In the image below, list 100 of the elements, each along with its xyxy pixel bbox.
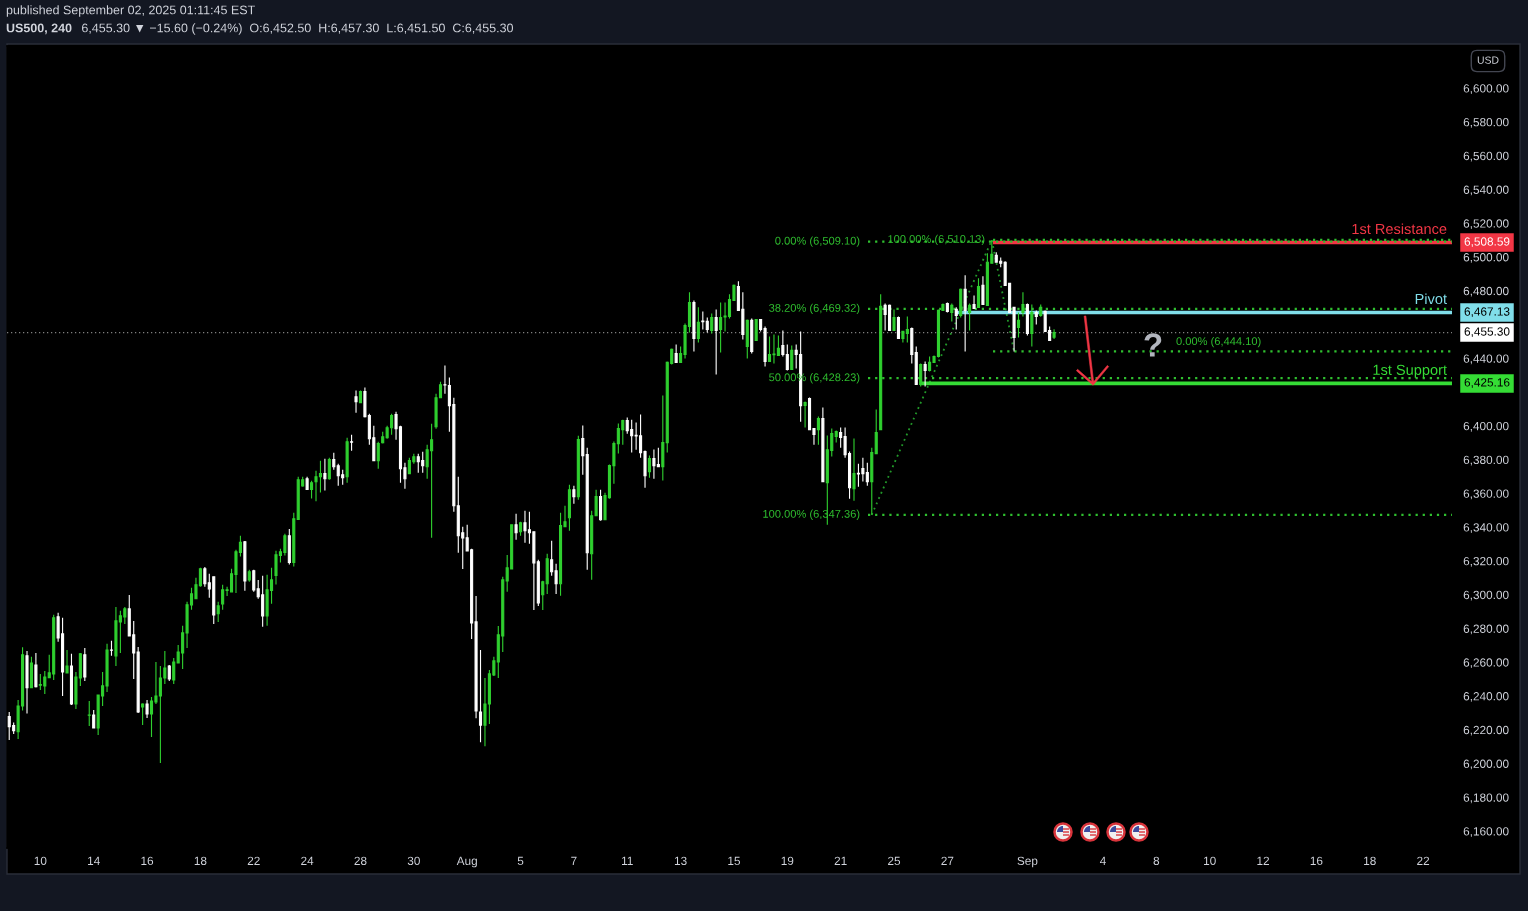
- y-tick-label: 6,360.00: [1463, 489, 1509, 500]
- candlestick: [883, 302, 887, 332]
- x-tick-label: 18: [194, 856, 207, 865]
- x-tick-label: 7: [571, 856, 577, 865]
- candlestick: [874, 408, 878, 455]
- candlestick: [83, 647, 87, 682]
- y-tick-label: 6,340.00: [1463, 523, 1509, 533]
- candlestick: [69, 653, 74, 706]
- candlestick: [754, 318, 758, 342]
- candlestick: [25, 650, 29, 715]
- candlestick: [545, 553, 549, 595]
- candlestick: [358, 390, 363, 404]
- candlestick: [692, 299, 696, 352]
- candlestick: [834, 430, 838, 444]
- y-tick-label: 6,580.00: [1463, 118, 1509, 128]
- candlestick: [1021, 291, 1025, 318]
- candlestick: [599, 489, 603, 522]
- candlestick: [803, 401, 807, 429]
- candlestick: [376, 441, 380, 470]
- candlestick: [923, 361, 927, 388]
- candlestick: [647, 455, 652, 479]
- candlestick: [261, 575, 265, 628]
- candlestick: [1030, 303, 1034, 348]
- candlestick: [7, 711, 11, 741]
- candlestick: [701, 310, 705, 331]
- x-tick-label: 11: [622, 856, 633, 865]
- x-tick-label: 21: [834, 856, 847, 865]
- candlestick: [1034, 309, 1038, 325]
- y-axis-title: USD: [1477, 56, 1499, 64]
- candlestick: [945, 301, 949, 313]
- ref-line-label: 0.00% (6,509.10): [775, 236, 860, 247]
- candlestick: [896, 315, 901, 340]
- candlestick: [541, 580, 545, 611]
- x-tick-label: 13: [674, 856, 687, 865]
- candlestick: [994, 251, 998, 264]
- candlestick: [928, 355, 932, 373]
- x-tick-label: 27: [941, 856, 954, 865]
- x-tick-label: 24: [301, 856, 314, 865]
- candlestick: [65, 649, 69, 674]
- y-tick-label: 6,180.00: [1463, 793, 1509, 804]
- ref-line-label: 1st Support: [1373, 364, 1447, 378]
- candlestick: [92, 709, 96, 729]
- candlestick: [518, 521, 523, 537]
- x-tick-label: 25: [888, 856, 901, 865]
- candlestick: [1052, 328, 1056, 340]
- candlestick: [87, 700, 91, 727]
- y-tick-label: 6,560.00: [1463, 151, 1509, 162]
- x-tick-label: 12: [1257, 856, 1270, 865]
- y-tick-label: 6,520.00: [1463, 219, 1509, 230]
- candlestick: [109, 640, 114, 657]
- candlestick: [696, 306, 700, 344]
- y-tick-label: 6,200.00: [1463, 759, 1509, 770]
- x-tick-label: 10: [34, 856, 47, 865]
- x-tick-label: 4: [1099, 856, 1106, 865]
- candlestick: [963, 274, 967, 352]
- y-tick-label: 6,600.00: [1463, 84, 1509, 94]
- candlestick: [323, 458, 327, 491]
- text: published September 02, 2025 01:11:45 EST: [6, 5, 255, 17]
- x-tick-label: Aug: [456, 856, 477, 868]
- candlestick: [145, 699, 149, 719]
- x-tick-label: 8: [1153, 856, 1160, 865]
- x-tick-label: 5: [517, 856, 524, 865]
- y-tick-label: 6,480.00: [1463, 286, 1509, 297]
- candlestick: [914, 345, 918, 386]
- candlestick: [999, 256, 1003, 268]
- chart-subtitle: 6,455.30 ▼ −15.60 (−0.24%) O:6,452.50 H:6,457.30 L:6,451.50 C:6,455.30: [82, 23, 514, 35]
- candlestick: [345, 437, 349, 484]
- y-tick-label: 6,240.00: [1463, 692, 1509, 702]
- candlestick: [710, 312, 714, 335]
- x-tick-label: 15: [728, 856, 741, 865]
- candlestick: [416, 453, 420, 474]
- candlestick: [576, 435, 580, 501]
- x-tick-label: Sep: [1017, 856, 1038, 868]
- candlestick: [910, 326, 914, 364]
- candlestick: [1039, 303, 1043, 318]
- candlestick: [950, 302, 954, 322]
- y-tick-label: 6,320.00: [1463, 557, 1509, 567]
- candlestick: [141, 702, 145, 726]
- candlestick: [52, 614, 56, 681]
- candlestick: [354, 390, 358, 414]
- candlestick: [572, 485, 576, 505]
- candlestick: [892, 308, 896, 332]
- y-tick-label: 6,220.00: [1463, 725, 1509, 736]
- text: 6,508.59: [1464, 237, 1510, 248]
- candlestick: [38, 673, 42, 691]
- candlestick: [981, 275, 985, 306]
- x-tick-label: 22: [247, 856, 260, 865]
- candlestick: [865, 462, 869, 487]
- x-tick-label: 18: [1364, 856, 1376, 865]
- candlestick: [585, 447, 589, 571]
- text: 6,467.13: [1464, 307, 1510, 318]
- y-tick-label: 6,400.00: [1463, 421, 1509, 432]
- candlestick: [221, 584, 225, 611]
- chart-title: US500, 240: [6, 23, 72, 35]
- y-tick-label: 6,300.00: [1463, 590, 1509, 601]
- candlestick: [350, 434, 354, 452]
- candlestick: [972, 294, 976, 310]
- candlestick: [523, 510, 527, 544]
- x-tick-label: 16: [1310, 856, 1323, 865]
- candlestick: [274, 550, 278, 586]
